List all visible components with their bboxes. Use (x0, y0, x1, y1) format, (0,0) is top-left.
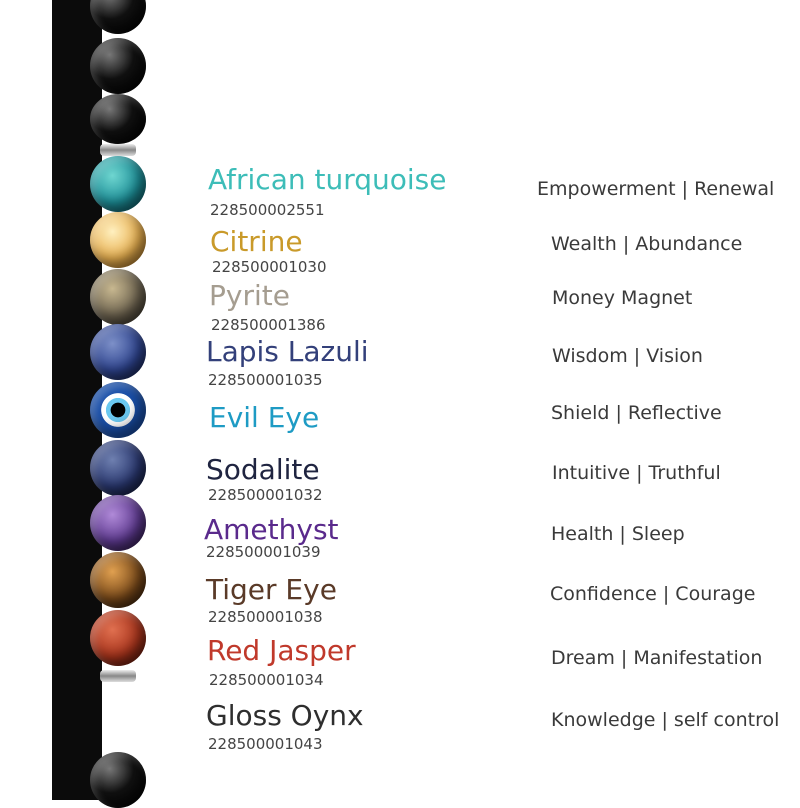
stone-meaning: Empowerment | Renewal (537, 178, 775, 200)
stone-meaning: Dream | Manifestation (551, 647, 763, 669)
stone-meaning: Knowledge | self control (551, 709, 780, 731)
stone-code: 228500001386 (211, 316, 326, 334)
stone-meaning: Intuitive | Truthful (552, 462, 721, 484)
stone-meaning: Confidence | Courage (550, 583, 756, 605)
bead-spacer-bottom (100, 670, 136, 682)
stone-name: Evil Eye (209, 401, 320, 434)
stone-code: 228500001034 (209, 671, 324, 689)
bead-lapis-lazuli (90, 324, 146, 380)
bead-african-turquoise (90, 156, 146, 212)
stone-name: African turquoise (208, 163, 447, 196)
bead-evil-eye (90, 382, 146, 438)
stone-meaning: Shield | Reflective (551, 402, 722, 424)
stone-code: 228500001043 (208, 735, 323, 753)
bead-red-jasper (90, 610, 146, 666)
stone-name: Pyrite (209, 279, 290, 312)
stone-code: 228500001039 (206, 543, 321, 561)
stone-code: 228500001032 (208, 486, 323, 504)
stone-meaning: Money Magnet (552, 287, 693, 309)
stone-name: Tiger Eye (206, 573, 337, 606)
stone-name: Citrine (210, 225, 303, 258)
bead-citrine (90, 212, 146, 268)
bead-onyx-top-2 (90, 38, 146, 94)
stone-name: Lapis Lazuli (206, 335, 369, 368)
stone-meaning: Wealth | Abundance (551, 233, 743, 255)
stone-name: Amethyst (204, 513, 339, 546)
stone-meaning: Wisdom | Vision (552, 345, 703, 367)
stone-name: Red Jasper (207, 634, 356, 667)
bead-sodalite (90, 440, 146, 496)
bead-onyx-top-3 (90, 94, 146, 144)
bead-amethyst (90, 495, 146, 551)
stone-name: Gloss Oynx (206, 699, 364, 732)
bead-tiger-eye (90, 552, 146, 608)
bead-spacer-top (100, 144, 136, 156)
stone-code: 228500002551 (210, 201, 325, 219)
bead-onyx-bottom (90, 752, 146, 808)
stone-name: Sodalite (206, 453, 320, 486)
stone-meaning: Health | Sleep (551, 523, 685, 545)
stone-code: 228500001038 (208, 608, 323, 626)
stone-code: 228500001035 (208, 371, 323, 389)
stone-code: 228500001030 (212, 258, 327, 276)
bead-pyrite (90, 269, 146, 325)
